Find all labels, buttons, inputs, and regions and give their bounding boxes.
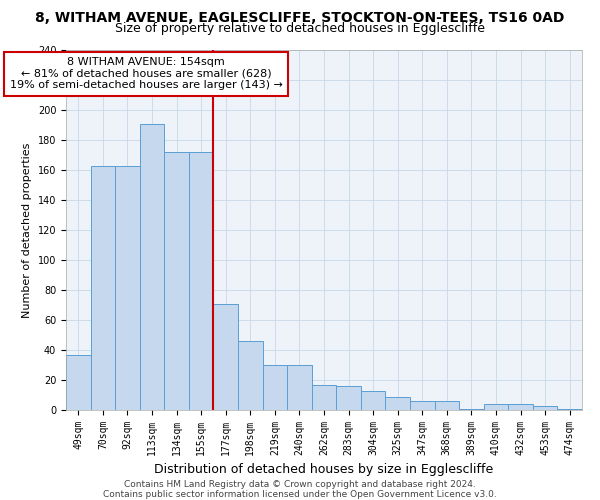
Bar: [533, 406, 557, 410]
Bar: [385, 396, 410, 410]
Bar: [189, 152, 214, 410]
Bar: [459, 408, 484, 410]
Bar: [312, 384, 336, 410]
Text: Size of property relative to detached houses in Egglescliffe: Size of property relative to detached ho…: [115, 22, 485, 35]
Bar: [140, 124, 164, 410]
Bar: [287, 365, 312, 410]
Bar: [66, 354, 91, 410]
Bar: [508, 404, 533, 410]
Bar: [238, 341, 263, 410]
Bar: [214, 304, 238, 410]
Bar: [263, 365, 287, 410]
Bar: [164, 152, 189, 410]
Bar: [115, 166, 140, 410]
Text: 8 WITHAM AVENUE: 154sqm
← 81% of detached houses are smaller (628)
19% of semi-d: 8 WITHAM AVENUE: 154sqm ← 81% of detache…: [10, 57, 283, 90]
Bar: [410, 401, 434, 410]
Bar: [434, 401, 459, 410]
Bar: [336, 386, 361, 410]
Bar: [557, 408, 582, 410]
Bar: [91, 166, 115, 410]
Text: 8, WITHAM AVENUE, EAGLESCLIFFE, STOCKTON-ON-TEES, TS16 0AD: 8, WITHAM AVENUE, EAGLESCLIFFE, STOCKTON…: [35, 11, 565, 25]
X-axis label: Distribution of detached houses by size in Egglescliffe: Distribution of detached houses by size …: [154, 464, 494, 476]
Bar: [484, 404, 508, 410]
Text: Contains HM Land Registry data © Crown copyright and database right 2024.
Contai: Contains HM Land Registry data © Crown c…: [103, 480, 497, 499]
Bar: [361, 390, 385, 410]
Y-axis label: Number of detached properties: Number of detached properties: [22, 142, 32, 318]
